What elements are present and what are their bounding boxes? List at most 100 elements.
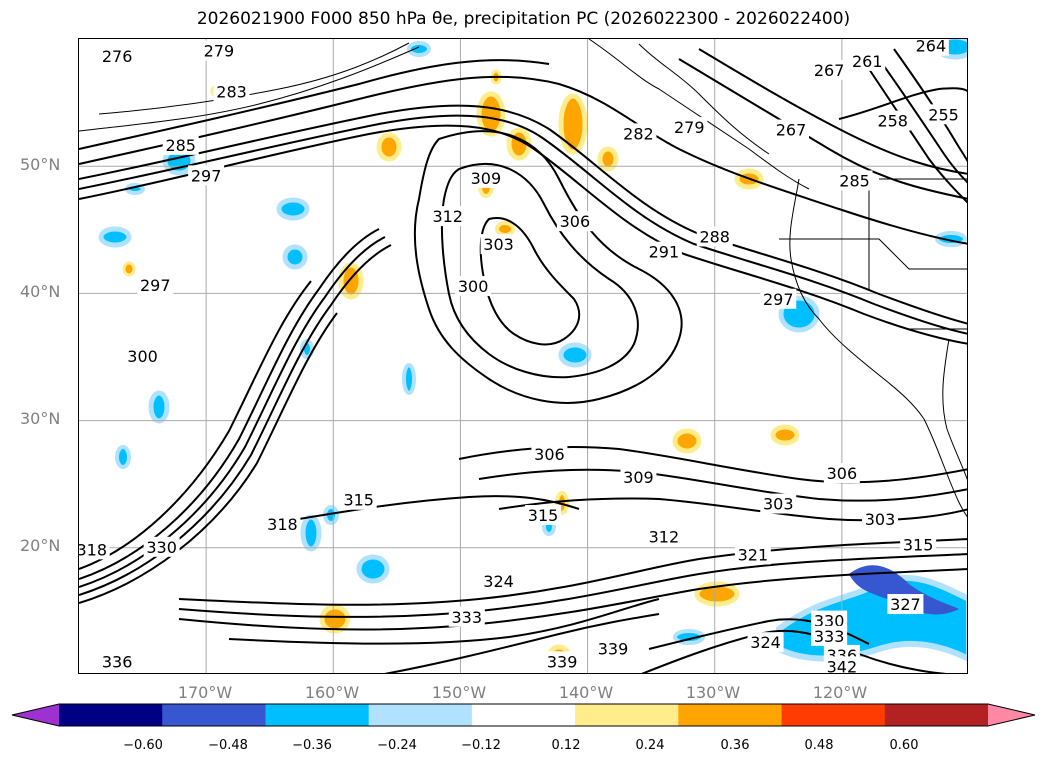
figure-title: 2026021900 F000 850 hPa θe, precipitatio… [196, 9, 851, 29]
contour-label: 255 [928, 105, 959, 124]
colorbar-segment [678, 704, 783, 726]
contour-label: 303 [865, 510, 896, 529]
contour-label: 309 [471, 169, 502, 188]
contour-label: 303 [763, 495, 794, 514]
precip-positive-blob [672, 428, 702, 454]
colorbar-segment [575, 704, 679, 726]
contour-label: 315 [343, 491, 374, 510]
contour-label: 324 [483, 572, 514, 591]
contour-label: 285 [839, 171, 870, 190]
precip-positive-blob [495, 221, 515, 237]
contour-label: 327 [890, 595, 921, 614]
lat-label-30n: 30°N [20, 409, 61, 428]
precip-positive-blob [694, 581, 740, 607]
precip-negative-blob [98, 226, 132, 248]
contour-label-background [79, 539, 110, 560]
contour-label-background [887, 594, 924, 615]
contour-label-background [925, 104, 962, 125]
contour-label: 297 [140, 276, 171, 295]
contour-label-background [747, 632, 784, 653]
contour-label: 288 [699, 227, 730, 246]
colorbar-tick-label: 0.48 [804, 738, 834, 753]
contour-label-background [99, 45, 136, 66]
map-svg: 276 279 283 285 297 297 300 309 312 303 300 306 288 2… [79, 39, 967, 674]
contour-label-background [836, 170, 873, 191]
colorbar-tick-label: −0.36 [292, 738, 332, 753]
contour-label-background [620, 466, 657, 487]
contour-label: 333 [814, 627, 845, 646]
contour-label: 315 [528, 506, 559, 525]
contour-label-background [760, 288, 797, 309]
contour-label: 279 [204, 42, 235, 61]
colorbar-segment [59, 704, 163, 726]
contour-label: 315 [903, 535, 934, 554]
precip-positive-blob [319, 604, 351, 634]
lon-label-170w: 170°W [177, 683, 233, 702]
contour-label: 264 [916, 39, 947, 56]
lat-label-50n: 50°N [20, 155, 61, 174]
contour-label-background [124, 346, 161, 366]
contour-label-background [811, 625, 848, 646]
contour-label: 283 [216, 82, 247, 101]
contour-label-background [645, 241, 682, 262]
contour-label-background [620, 123, 657, 144]
contour-label: 282 [623, 124, 654, 143]
colorbar-segment [781, 704, 886, 726]
contour-label-background [143, 536, 180, 557]
lon-label-150w: 150°W [431, 683, 487, 702]
lon-label-130w: 130°W [685, 683, 741, 702]
colorbar-segment [368, 704, 473, 726]
lat-label-40n: 40°N [20, 282, 61, 301]
contour-labels: 276 279 283 285 297 297 300 309 312 303 300 306 288 2… [79, 39, 962, 674]
contour-label-background [696, 226, 733, 247]
contour-label-background [480, 571, 517, 592]
contour-label: 318 [79, 540, 107, 559]
colorbar-segment [471, 704, 576, 726]
precip-positive-blob [376, 132, 402, 162]
colorbar-tick-label: −0.48 [208, 738, 248, 753]
contour-label-background [467, 167, 504, 188]
colorbar-segment [265, 704, 370, 726]
contour-label-background [99, 651, 136, 672]
theta-e-contours [79, 48, 967, 673]
contour-label-background [900, 534, 937, 555]
colorbar-outline [11, 703, 1036, 727]
contour-label: 333 [452, 608, 483, 627]
colorbar-tick-label: 0.24 [635, 738, 665, 753]
contour-label: 297 [191, 166, 222, 185]
contour-label-background [823, 656, 860, 673]
colorbar-tick-label: 0.12 [551, 738, 581, 753]
contour-label-background [811, 610, 848, 631]
contour-label: 267 [776, 121, 807, 140]
contour-label-background [811, 59, 848, 80]
colorbar-segment [162, 704, 266, 726]
contour-label-background [760, 493, 797, 514]
contour-label: 312 [432, 207, 463, 226]
contour-label: 291 [649, 243, 680, 262]
contour-label: 312 [649, 528, 680, 547]
precip-strong-negative-band [849, 565, 959, 615]
precip-negative-blob [276, 197, 310, 221]
contour-label-background [188, 165, 225, 186]
lon-label-140w: 140°W [558, 683, 614, 702]
contour-label: 285 [165, 136, 196, 155]
contour-label-background [862, 508, 898, 529]
precip-negative-blob [356, 554, 390, 584]
contour-label-background [671, 117, 708, 138]
contour-label: 261 [852, 52, 883, 71]
contour-label: 342 [827, 657, 858, 674]
lon-label-120w: 120°W [812, 683, 868, 702]
colorbar-tick-label: 0.60 [889, 738, 919, 753]
colorbar-segment [884, 704, 989, 726]
precip-negative-blob [115, 445, 131, 469]
contour-label-background [200, 40, 237, 61]
contour-label: 276 [102, 47, 133, 66]
contour-label-background [544, 651, 581, 672]
colorbar-extend-min [12, 704, 59, 726]
precip-positive-blob [476, 91, 506, 137]
contour-label: 267 [814, 61, 845, 80]
precip-negative-blob [148, 390, 170, 424]
colorbar-tick-label: 0.36 [720, 738, 750, 753]
contour-label-background [912, 39, 949, 56]
precip-negative-blob [402, 363, 416, 395]
